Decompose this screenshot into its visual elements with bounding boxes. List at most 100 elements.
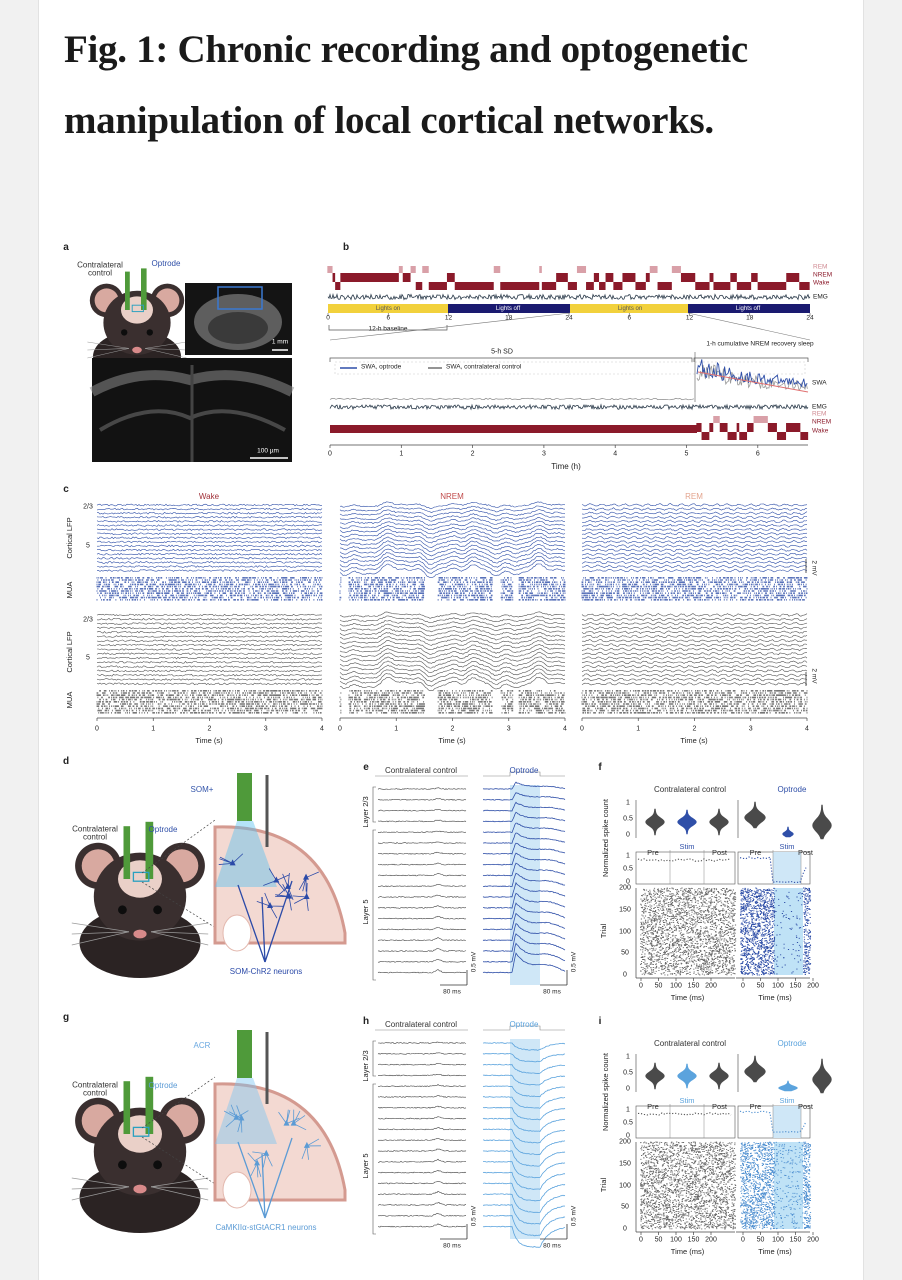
trace bbox=[96, 673, 323, 677]
trace bbox=[482, 1225, 566, 1248]
tick-label: 0 bbox=[639, 982, 643, 990]
trace bbox=[377, 830, 467, 833]
whisker bbox=[87, 348, 130, 351]
trace bbox=[96, 507, 323, 511]
spike-raster bbox=[640, 1141, 737, 1230]
mouse-eye bbox=[121, 329, 128, 336]
trace bbox=[96, 652, 323, 655]
label: 80 ms bbox=[543, 988, 561, 996]
violin bbox=[782, 826, 794, 838]
bracket bbox=[693, 357, 809, 362]
label: 2/3 bbox=[83, 616, 93, 624]
label: Post bbox=[711, 1102, 728, 1112]
recording-region bbox=[217, 286, 263, 310]
label: Contralateral control bbox=[384, 765, 458, 775]
label: Contralateral control bbox=[384, 1019, 458, 1029]
hypnogram-wake bbox=[330, 425, 697, 433]
trace bbox=[482, 1193, 566, 1213]
implant-site bbox=[132, 871, 150, 882]
label: Optrode bbox=[509, 765, 539, 775]
panel-label: b bbox=[342, 241, 350, 253]
label: Lights on bbox=[617, 305, 643, 312]
tick-label: 18 bbox=[746, 314, 754, 322]
neuron bbox=[254, 1159, 261, 1166]
tick-label: 2 bbox=[450, 725, 455, 733]
tick-label: 0.5 bbox=[623, 815, 633, 823]
tick-label: 1 bbox=[399, 450, 404, 458]
trace bbox=[339, 656, 566, 669]
trace bbox=[581, 669, 808, 673]
trace bbox=[339, 668, 566, 683]
tick-label: 6 bbox=[627, 314, 632, 322]
trace bbox=[377, 1052, 467, 1055]
neuron bbox=[273, 876, 280, 883]
trace bbox=[482, 1106, 566, 1121]
hypnogram-rem bbox=[713, 416, 768, 423]
whisker bbox=[144, 348, 187, 351]
tick-label: 150 bbox=[687, 1236, 700, 1244]
label: Layer 5 bbox=[361, 1153, 371, 1179]
trace bbox=[339, 536, 566, 548]
trace bbox=[339, 563, 566, 578]
tick-label: 1 bbox=[626, 1053, 630, 1061]
dendrite bbox=[218, 853, 244, 865]
trace bbox=[96, 520, 323, 523]
tick-label: 5 bbox=[684, 450, 689, 458]
violin bbox=[677, 809, 697, 835]
tick-label: 0 bbox=[328, 450, 332, 458]
label: 1 mm bbox=[271, 338, 289, 346]
tick-label: 0 bbox=[326, 314, 330, 322]
light-cone bbox=[215, 1078, 277, 1144]
label: Cortical LFP bbox=[65, 517, 75, 559]
tick-label: 150 bbox=[619, 906, 631, 914]
dendrite bbox=[275, 883, 292, 911]
trace bbox=[339, 631, 566, 641]
trace bbox=[339, 619, 566, 628]
tick-label: 50 bbox=[654, 1236, 663, 1244]
trace bbox=[377, 969, 467, 974]
trace bbox=[377, 905, 467, 909]
panel-label: h bbox=[362, 1015, 370, 1027]
label: Layer 2/3 bbox=[361, 1050, 371, 1082]
violin bbox=[812, 804, 832, 840]
panel-label: c bbox=[63, 483, 69, 495]
label: Time (s) bbox=[195, 736, 223, 746]
tick-label: 0.5 bbox=[623, 1119, 633, 1127]
tick-label: 1 bbox=[394, 725, 399, 733]
trace bbox=[96, 630, 323, 634]
trace bbox=[377, 1212, 467, 1217]
trace bbox=[339, 651, 565, 664]
label: Trial bbox=[599, 1177, 609, 1193]
label: SWA bbox=[812, 379, 827, 387]
bracket bbox=[328, 325, 448, 331]
label: Stim bbox=[779, 842, 795, 852]
stim-bracket bbox=[483, 771, 565, 777]
whisker bbox=[150, 931, 209, 946]
tick-label: 6 bbox=[755, 450, 760, 458]
trace bbox=[482, 1139, 566, 1156]
label: Optrode bbox=[148, 1080, 178, 1090]
label: MUA bbox=[65, 691, 75, 709]
spike-raster bbox=[740, 1141, 812, 1230]
label: REM bbox=[813, 263, 828, 271]
dendrite bbox=[292, 882, 309, 911]
trace bbox=[97, 660, 323, 664]
trace bbox=[581, 651, 808, 656]
dendrite bbox=[229, 1105, 243, 1133]
trace bbox=[482, 952, 566, 974]
label: 0.5 mV bbox=[570, 951, 578, 973]
panel-label: a bbox=[63, 241, 69, 253]
trace bbox=[339, 664, 565, 678]
label: Lights on bbox=[375, 305, 401, 312]
arrow bbox=[237, 1141, 266, 1219]
trace bbox=[96, 656, 323, 660]
trace bbox=[581, 548, 808, 552]
trace bbox=[581, 552, 808, 557]
trace bbox=[96, 532, 323, 535]
stim-shading bbox=[510, 1039, 540, 1239]
brain-section-inner bbox=[208, 312, 268, 344]
trace bbox=[339, 520, 566, 530]
trace bbox=[581, 621, 808, 626]
stim-bracket bbox=[483, 1025, 565, 1031]
trace bbox=[581, 523, 807, 528]
